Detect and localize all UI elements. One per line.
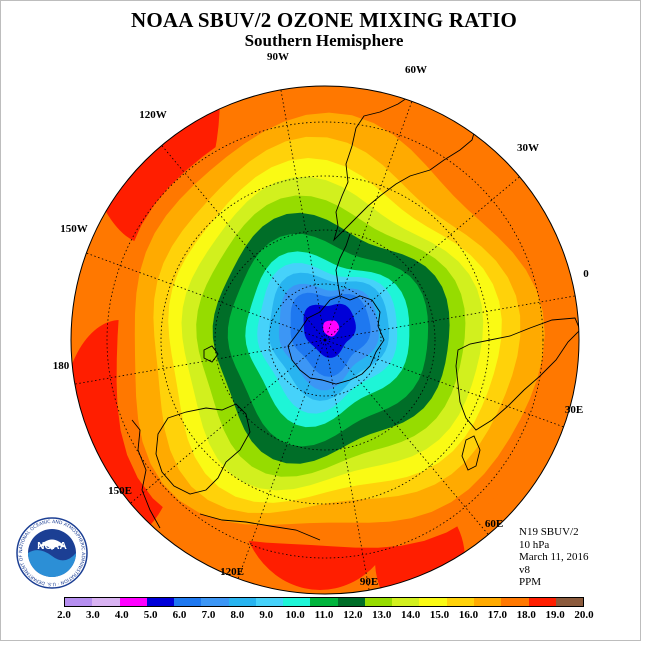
noaa-logo-emblem: NATIONAL OCEANIC AND ATMOSPHERIC ADMINIS… [13, 512, 88, 589]
longitude-label: 30E [565, 404, 583, 416]
page-title: NOAA SBUV/2 OZONE MIXING RATIO [131, 8, 517, 32]
longitude-label: 150W [60, 223, 88, 235]
noaa-logo: NATIONAL OCEANIC AND ATMOSPHERIC ADMINIS… [13, 512, 89, 590]
figure-frame [0, 0, 641, 641]
color-scale-tick-label: 10.0 [285, 609, 305, 621]
antarctica-coastline [287, 295, 385, 385]
color-scale-swatch [473, 598, 502, 606]
new-zealand-coastline [131, 419, 161, 529]
color-scale-tick-label: 19.0 [545, 609, 565, 621]
latitude-circle [106, 121, 544, 559]
color-scale-tick-label: 20.0 [574, 609, 594, 621]
color-scale-swatch [201, 598, 229, 606]
color-scale-swatch [65, 598, 93, 606]
madagascar-coastline [461, 435, 481, 471]
map-border [70, 85, 580, 595]
color-scale-swatch [337, 598, 365, 606]
longitude-label: 180 [53, 360, 70, 372]
ozone-field [71, 86, 579, 594]
color-scale-swatch [310, 598, 338, 606]
australia-coastline [155, 403, 251, 495]
color-scale-swatch [555, 598, 584, 606]
color-scale-tick-label: 11.0 [314, 609, 334, 621]
instrument-label: N19 SBUV/2 [519, 526, 579, 538]
longitude-label: 30W [517, 142, 539, 154]
color-scale-bar [64, 597, 584, 607]
color-scale-tick-label: 14.0 [401, 609, 421, 621]
longitude-label: 120E [220, 566, 244, 578]
color-scale-tick-label: 9.0 [259, 609, 274, 621]
color-scale-ticks: 2.0 3.0 4.0 5.0 6.0 7.0 8.0 9.0 10.0 11.0 12.0 13.0… [57, 609, 594, 623]
color-scale-tick-label: 8.0 [230, 609, 245, 621]
longitude-label: 60W [405, 64, 427, 76]
color-scale-swatch [174, 598, 202, 606]
longitude-label: 0 [583, 268, 589, 280]
latitude-circle [214, 229, 436, 451]
color-scale-swatch [146, 598, 175, 606]
info-panel: N19 SBUV/2 10 hPa March 11, 2016 v8 PPM [519, 526, 589, 589]
color-scale-tick-label: 17.0 [487, 609, 507, 621]
color-scale-swatch [364, 598, 393, 606]
color-scale-tick-label: 7.0 [201, 609, 216, 621]
indonesia-coastline [199, 513, 321, 541]
color-scale-swatch [228, 598, 256, 606]
color-scale-tick-label: 16.0 [458, 609, 479, 621]
color-scale-swatch [92, 598, 120, 606]
color-scale-swatch [119, 598, 147, 606]
longitude-label: 150E [108, 485, 132, 497]
date-label: March 11, 2016 [519, 551, 589, 564]
logo-text: NOAA [37, 541, 66, 552]
color-scale-tick-label: 12.0 [343, 609, 363, 621]
color-scale-swatch [255, 598, 284, 606]
color-scale-swatch [528, 598, 556, 606]
color-scale-swatch [283, 598, 311, 606]
color-scale-tick-label: 6.0 [172, 609, 187, 621]
units-label: PPM [519, 576, 542, 589]
color-scale-tick-label: 2.0 [57, 609, 71, 621]
color-scale-tick-label: 15.0 [429, 609, 450, 621]
color-scale-tick-label: 4.0 [114, 609, 129, 621]
longitude-label: 90E [360, 576, 378, 588]
page-subtitle: Southern Hemisphere [244, 31, 404, 50]
version-label: v8 [519, 563, 530, 576]
color-scale-swatch [446, 598, 474, 606]
pressure-level-label: 10 hPa [519, 538, 550, 551]
longitude-label: 60E [485, 518, 503, 530]
latitude-circle [160, 175, 490, 505]
color-scale-tick-label: 3.0 [86, 609, 100, 621]
ozone-contour-band [323, 320, 340, 337]
color-scale-swatch [419, 598, 447, 606]
color-scale-tick-label: 13.0 [372, 609, 392, 621]
tasmania-coastline [203, 345, 219, 363]
latitude-circle [268, 283, 382, 397]
color-scale-swatch [501, 598, 529, 606]
longitude-label: 120W [139, 109, 167, 121]
longitude-label: 90W [267, 51, 289, 63]
color-scale-tick-label: 18.0 [516, 609, 536, 621]
graticule [74, 89, 576, 591]
color-scale-tick-label: 5.0 [143, 609, 158, 621]
africa-coastline [455, 317, 579, 431]
color-scale-swatch [392, 598, 420, 606]
longitude-labels: 90W 60W 30W 0 30E 60E 90E 120E 150E 180 150W 120W [53, 51, 590, 588]
